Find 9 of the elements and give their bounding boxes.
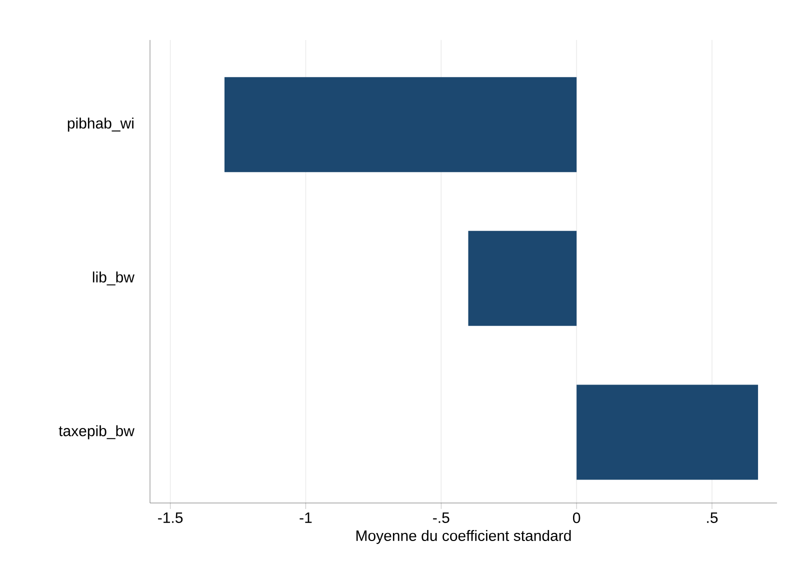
y-tick-label: taxepib_bw bbox=[58, 425, 134, 440]
x-axis-title: Moyenne du coefficient standard bbox=[356, 530, 571, 544]
y-tick-label: lib_bw bbox=[92, 271, 134, 286]
x-tick-label: -1.5 bbox=[158, 512, 183, 523]
x-tick-label: -1 bbox=[300, 512, 312, 523]
x-tick-label: .5 bbox=[707, 512, 718, 523]
x-tick-label: -.5 bbox=[433, 512, 450, 523]
y-tick-label: pibhab_wi bbox=[68, 118, 134, 132]
x-tick-label: 0 bbox=[572, 512, 580, 524]
